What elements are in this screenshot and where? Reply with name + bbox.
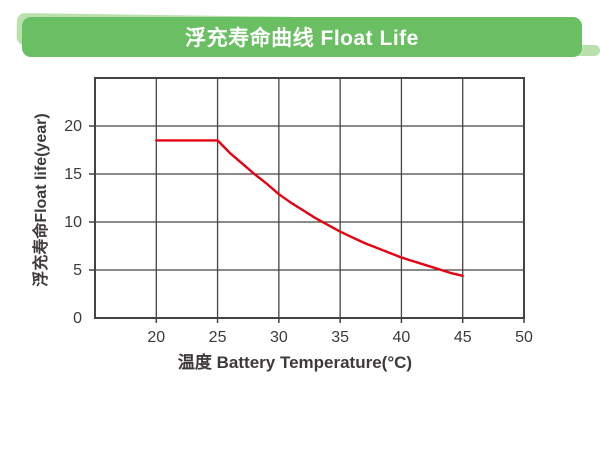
y-tick-label: 0: [73, 310, 82, 327]
y-axis-title: 浮充寿命Float life(year): [33, 113, 50, 287]
x-tick-label: 30: [270, 329, 288, 346]
y-tick-label: 10: [64, 214, 82, 231]
page-title: 浮充寿命曲线 Float Life: [185, 27, 419, 50]
x-tick-label: 25: [209, 329, 227, 346]
x-tick-label: 20: [147, 329, 165, 346]
y-tick-label: 20: [64, 118, 82, 135]
y-tick-label: 5: [73, 262, 82, 279]
x-tick-label: 35: [331, 329, 349, 346]
x-tick-label: 50: [515, 329, 533, 346]
y-tick-label: 15: [64, 166, 82, 183]
title-banner: 浮充寿命曲线 Float Life: [22, 17, 582, 57]
float-life-curve: [155, 139, 464, 277]
plot-border: [94, 77, 525, 319]
x-tick-label: 45: [454, 329, 472, 346]
x-axis-title: 温度 Battery Temperature(°C): [177, 353, 413, 372]
x-tick-label: 40: [393, 329, 411, 346]
